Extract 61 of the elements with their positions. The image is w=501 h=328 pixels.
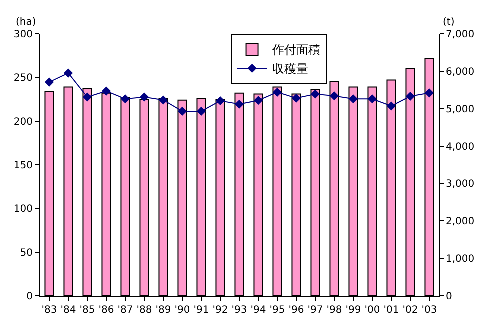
y-tick-label: 300 [14, 30, 33, 40]
x-tick-label: '96 [288, 305, 304, 316]
y2-tick-label: 6,000 [446, 66, 475, 78]
point [424, 88, 434, 98]
y2-tick-label: 3,000 [446, 179, 475, 190]
x-tick-label: '84 [60, 305, 76, 316]
x-tick-label: '95 [270, 305, 286, 316]
y2-tick-label: 7,000 [446, 30, 475, 40]
point [102, 86, 112, 96]
y2-axis-title: (t) [443, 17, 455, 28]
point [196, 106, 206, 116]
y-tick-label: 50 [20, 248, 33, 259]
x-tick-label: '93 [232, 305, 248, 316]
y2-tick-label: 1,000 [446, 254, 475, 266]
y-axis-title: (ha) [16, 17, 36, 28]
point [386, 102, 396, 111]
point [254, 96, 264, 106]
y-tick-label: 0 [26, 292, 33, 302]
point [216, 96, 226, 106]
y-tick-label: 150 [14, 160, 33, 172]
x-tick-label: '90 [174, 305, 190, 316]
x-tick-label: '01 [384, 305, 400, 316]
x-tick-label: '97 [308, 305, 324, 316]
point [140, 92, 150, 102]
point [82, 92, 92, 102]
x-tick-label: '99 [346, 305, 362, 316]
x-tick-label: '03 [422, 305, 438, 316]
point [348, 94, 358, 104]
x-tick-label: '91 [194, 305, 210, 316]
point [234, 100, 244, 109]
x-tick-label: '98 [326, 305, 342, 316]
x-tick-label: '88 [136, 305, 152, 316]
x-tick-label: '87 [118, 305, 134, 316]
legend-label: 作付面積 [271, 43, 320, 58]
y2-tick-label: 2,000 [446, 216, 475, 228]
x-tick-label: '85 [80, 305, 96, 316]
x-tick-label: '02 [402, 305, 418, 316]
x-tick-label: '94 [250, 305, 266, 316]
x-tick-label: '92 [212, 305, 228, 316]
point [272, 88, 282, 97]
y-tick-label: 250 [14, 73, 33, 84]
x-tick-label: '83 [42, 305, 58, 316]
y2-tick-label: 5,000 [446, 104, 475, 116]
x-tick-label: '00 [364, 305, 380, 316]
y-tick-label: 100 [14, 204, 33, 216]
point [368, 94, 378, 104]
y-tick-label: 200 [14, 116, 33, 128]
point [64, 68, 74, 78]
y2-tick-label: 4,000 [446, 142, 475, 153]
point [178, 106, 188, 116]
point [406, 92, 416, 102]
x-tick-label: '86 [98, 305, 114, 316]
point [292, 94, 302, 103]
point [310, 90, 320, 99]
point [330, 92, 340, 101]
point [44, 78, 54, 87]
point [158, 96, 168, 105]
legend-label: 収穫量 [272, 62, 308, 76]
y2-tick-label: 0 [446, 292, 452, 302]
point [120, 94, 130, 104]
x-tick-label: '89 [156, 305, 172, 316]
